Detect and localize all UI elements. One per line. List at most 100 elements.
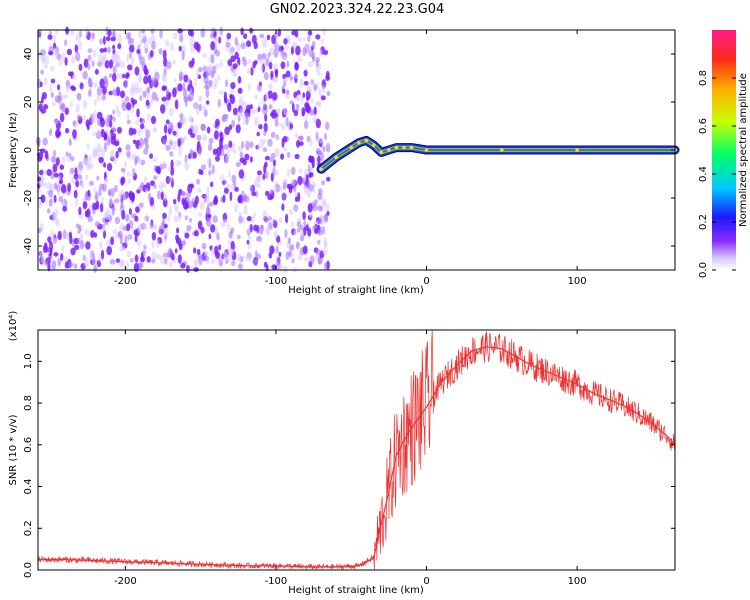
noise-speckle [99,38,104,45]
noise-speckle [212,83,217,90]
noise-speckle [58,196,64,203]
noise-speckle [101,196,104,204]
noise-speckle [150,180,155,186]
noise-speckle [300,230,304,236]
noise-speckle [183,74,189,83]
noise-speckle [116,86,121,97]
noise-speckle [50,230,55,239]
noise-speckle [317,70,321,76]
noise-speckle [214,118,220,127]
noise-speckle [38,151,44,160]
noise-speckle [139,95,143,102]
noise-speckle [126,150,131,158]
noise-speckle [96,128,101,136]
noise-speckle [181,191,187,196]
noise-speckle [106,245,112,256]
noise-speckle [203,109,208,117]
noise-speckle [64,231,71,240]
noise-speckle [254,116,259,126]
noise-speckle [57,230,62,241]
noise-speckle [103,162,107,168]
noise-speckle [151,91,157,101]
noise-speckle [288,208,294,216]
noise-speckle [217,73,221,83]
noise-speckle [68,138,72,146]
noise-speckle [312,117,317,123]
noise-speckle [284,45,290,50]
noise-speckle [56,95,63,104]
noise-speckle [142,90,147,98]
noise-speckle [303,257,309,262]
signal-point [379,150,384,155]
noise-speckle [61,102,66,113]
noise-speckle [278,251,282,257]
noise-speckle [147,37,151,45]
noise-speckle [58,58,63,67]
colorbar-tick-label: 0.8 [698,70,709,86]
noise-speckle [165,144,171,151]
noise-speckle [135,206,140,213]
noise-speckle [264,92,269,102]
noise-speckle [96,95,101,101]
noise-speckle [180,262,186,269]
noise-speckle [201,164,207,171]
noise-speckle [167,214,170,223]
noise-speckle [312,203,318,212]
noise-speckle [210,224,216,233]
noise-speckle [289,75,294,81]
noise-speckle [194,77,198,87]
noise-speckle [285,70,291,78]
noise-speckle [177,138,182,148]
noise-speckle [48,189,53,198]
noise-speckle [296,139,300,148]
noise-speckle [318,63,322,71]
colorbar-gradient [712,30,736,270]
noise-speckle [150,115,157,125]
noise-speckle [295,103,300,112]
noise-speckle [96,111,103,120]
noise-speckle [257,143,260,150]
noise-speckle [296,221,302,228]
noise-speckle [283,107,288,116]
noise-speckle [106,136,111,147]
noise-speckle [153,184,157,189]
noise-speckle [132,139,137,144]
noise-speckle [239,157,245,163]
noise-speckle [212,215,218,223]
noise-speckle [317,193,323,201]
noise-speckle [143,75,149,85]
noise-speckle [223,187,229,194]
noise-speckle [124,73,129,80]
noise-speckle [51,260,57,270]
signal-point [402,145,406,150]
noise-speckle [106,163,113,172]
noise-speckle [213,197,218,206]
noise-speckle [293,109,299,117]
noise-speckle [161,85,166,91]
noise-speckle [44,150,49,160]
noise-speckle [257,106,261,113]
noise-speckle [99,48,105,53]
noise-speckle [246,239,250,245]
noise-speckle [53,47,57,57]
noise-speckle [241,100,247,109]
noise-speckle [251,215,254,224]
noise-speckle [163,124,168,134]
noise-speckle [173,78,177,83]
noise-speckle [247,234,252,240]
noise-speckle [187,128,193,136]
noise-speckle [241,56,246,62]
noise-speckle [256,131,261,137]
noise-speckle [79,82,84,90]
noise-speckle [250,184,254,194]
noise-speckle [316,100,322,108]
noise-speckle [156,239,160,249]
noise-speckle [149,225,154,230]
noise-speckle [226,183,231,189]
noise-speckle [95,192,99,202]
noise-speckle [164,257,168,265]
noise-speckle [41,182,47,188]
noise-speckle [168,206,173,216]
noise-speckle [223,91,227,102]
noise-speckle [126,235,131,242]
